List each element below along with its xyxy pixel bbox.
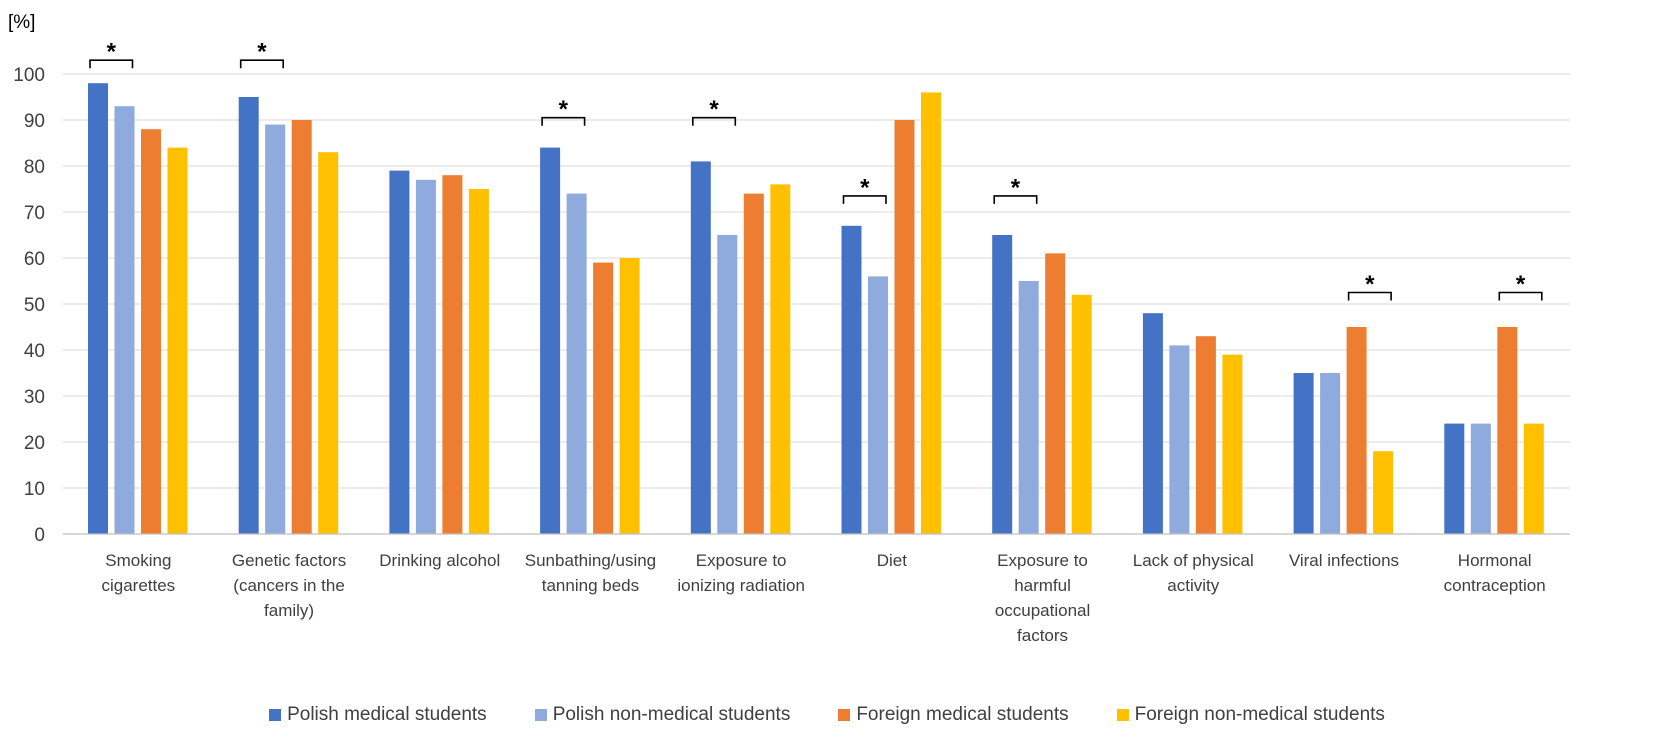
bar xyxy=(1347,327,1367,534)
significance-star: * xyxy=(1365,271,1375,298)
bar xyxy=(88,83,108,534)
bar xyxy=(416,180,436,534)
bar xyxy=(1471,424,1491,534)
y-tick-label: 50 xyxy=(24,295,45,316)
legend-swatch xyxy=(269,709,281,721)
category-label: cigarettes xyxy=(101,576,175,595)
bar xyxy=(895,120,915,534)
bar xyxy=(115,106,135,534)
bar xyxy=(1222,355,1242,534)
bar xyxy=(567,194,587,534)
y-tick-label: 60 xyxy=(24,249,45,270)
category-label: (cancers in the xyxy=(233,576,345,595)
bar xyxy=(318,152,338,534)
category-label: Exposure to xyxy=(997,551,1088,570)
legend-item: Polish medical students xyxy=(269,704,487,726)
bar xyxy=(1444,424,1464,534)
bar xyxy=(992,235,1012,534)
legend-item: Polish non-medical students xyxy=(535,704,791,726)
legend-item: Foreign medical students xyxy=(838,704,1068,726)
bar xyxy=(239,97,259,534)
category-label: family) xyxy=(264,601,314,620)
bar xyxy=(691,161,711,534)
gridlines xyxy=(63,74,1570,488)
category-label: tanning beds xyxy=(542,576,639,595)
significance-star: * xyxy=(709,96,719,123)
y-tick-label: 0 xyxy=(34,525,45,546)
bar xyxy=(141,129,161,534)
category-label: occupational xyxy=(995,601,1090,620)
bar xyxy=(1196,336,1216,534)
bar xyxy=(1524,424,1544,534)
bar xyxy=(921,92,941,534)
bar xyxy=(620,258,640,534)
category-label: Genetic factors xyxy=(232,551,346,570)
bar xyxy=(1294,373,1314,534)
category-label: harmful xyxy=(1014,576,1071,595)
category-label: factors xyxy=(1017,626,1068,645)
y-tick-label: 90 xyxy=(24,111,45,132)
significance-star: * xyxy=(860,174,870,201)
y-unit-label: [%] xyxy=(8,12,35,33)
legend-item: Foreign non-medical students xyxy=(1117,704,1385,726)
legend-label: Polish non-medical students xyxy=(553,704,791,726)
legend-label: Foreign medical students xyxy=(856,704,1068,726)
bar xyxy=(469,189,489,534)
category-label: Hormonal xyxy=(1458,551,1532,570)
category-label: Sunbathing/using xyxy=(525,551,656,570)
bar xyxy=(168,148,188,534)
legend-label: Foreign non-medical students xyxy=(1135,704,1385,726)
category-label: Smoking xyxy=(105,551,171,570)
significance-star: * xyxy=(107,39,117,66)
bar xyxy=(717,235,737,534)
bar xyxy=(1320,373,1340,534)
category-labels: Smoking cigarettes Genetic factors (cancers… xyxy=(101,551,1545,645)
y-tick-label: 20 xyxy=(24,433,45,454)
category-label: Lack of physical xyxy=(1133,551,1254,570)
bar xyxy=(770,184,790,534)
bar xyxy=(1072,295,1092,534)
legend-label: Polish medical students xyxy=(287,704,487,726)
legend: Polish medical students Polish non-medica… xyxy=(0,700,1654,730)
bars xyxy=(88,83,1544,534)
category-label: Diet xyxy=(877,551,908,570)
legend-swatch xyxy=(1117,709,1129,721)
bar xyxy=(442,175,462,534)
category-label: activity xyxy=(1167,576,1219,595)
bar xyxy=(1019,281,1039,534)
category-label: Viral infections xyxy=(1289,551,1399,570)
y-tick-label: 100 xyxy=(13,65,45,86)
significance-star: * xyxy=(1516,271,1526,298)
bar xyxy=(540,148,560,534)
bar xyxy=(842,226,862,534)
legend-swatch xyxy=(838,709,850,721)
bar xyxy=(1373,451,1393,534)
bar xyxy=(292,120,312,534)
bar xyxy=(389,171,409,534)
category-label: ionizing radiation xyxy=(677,576,805,595)
significance-star: * xyxy=(257,39,267,66)
y-tick-label: 70 xyxy=(24,203,45,224)
y-tick-label: 30 xyxy=(24,387,45,408)
category-label: Exposure to xyxy=(696,551,787,570)
y-tick-label: 10 xyxy=(24,479,45,500)
y-tick-label: 80 xyxy=(24,157,45,178)
significance-star: * xyxy=(559,96,569,123)
bar xyxy=(593,263,613,534)
y-axis-ticks: 0 10 20 30 40 50 60 70 80 90 100 xyxy=(13,65,45,546)
category-label: Drinking alcohol xyxy=(379,551,500,570)
bar xyxy=(1045,253,1065,534)
bar-chart: [%] 0 10 20 30 40 50 60 70 80 90 100 * * * * * * * * Smok… xyxy=(0,0,1654,700)
bar xyxy=(1169,345,1189,534)
significance-star: * xyxy=(1011,174,1021,201)
bar xyxy=(744,194,764,534)
legend-swatch xyxy=(535,709,547,721)
category-label: contraception xyxy=(1444,576,1546,595)
bar xyxy=(1143,313,1163,534)
bar xyxy=(868,276,888,534)
bar xyxy=(1497,327,1517,534)
bar xyxy=(265,125,285,534)
y-tick-label: 40 xyxy=(24,341,45,362)
